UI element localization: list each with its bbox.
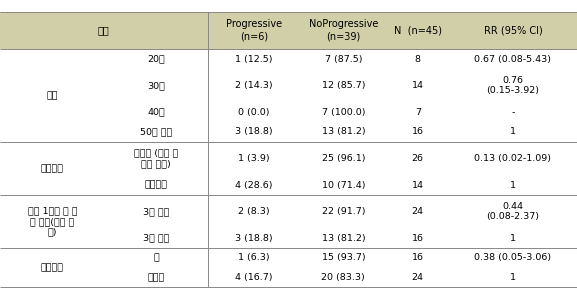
Text: 0.67 (0.08-5.43): 0.67 (0.08-5.43) xyxy=(474,55,552,64)
Text: 14: 14 xyxy=(412,81,424,90)
Text: 13 (81.2): 13 (81.2) xyxy=(321,233,365,243)
Text: 40대: 40대 xyxy=(148,108,165,117)
Text: 26: 26 xyxy=(412,154,424,163)
Text: 0.38 (0.05-3.06): 0.38 (0.05-3.06) xyxy=(474,253,552,262)
Text: 0 (0.0): 0 (0.0) xyxy=(238,108,269,117)
Text: 0.13 (0.02-1.09): 0.13 (0.02-1.09) xyxy=(474,154,552,163)
Text: 2 (14.3): 2 (14.3) xyxy=(235,81,273,90)
Text: 22 (91.7): 22 (91.7) xyxy=(321,207,365,216)
Text: 1 (3.9): 1 (3.9) xyxy=(238,154,269,163)
Text: 24: 24 xyxy=(412,273,424,282)
Text: 13 (81.2): 13 (81.2) xyxy=(321,127,365,137)
Text: 1 (6.3): 1 (6.3) xyxy=(238,253,269,262)
Text: Progressive
(n=6): Progressive (n=6) xyxy=(226,19,282,42)
Text: 1: 1 xyxy=(510,127,516,137)
Text: 12 (85.7): 12 (85.7) xyxy=(321,81,365,90)
Text: 아니오: 아니오 xyxy=(148,273,165,282)
Text: -: - xyxy=(511,108,515,117)
Text: 1: 1 xyxy=(510,273,516,282)
Text: 예: 예 xyxy=(153,253,159,262)
Text: 0.44
(0.08-2.37): 0.44 (0.08-2.37) xyxy=(486,202,539,221)
Bar xyxy=(0,12,577,49)
Text: 8: 8 xyxy=(415,55,421,64)
Text: 10 (71.4): 10 (71.4) xyxy=(321,180,365,190)
Text: 7 (100.0): 7 (100.0) xyxy=(321,108,365,117)
Text: 피임여부: 피임여부 xyxy=(41,263,64,272)
Text: 3 (18.8): 3 (18.8) xyxy=(235,233,273,243)
Text: 2 (8.3): 2 (8.3) xyxy=(238,207,269,216)
Text: 4 (16.7): 4 (16.7) xyxy=(235,273,272,282)
Text: 16: 16 xyxy=(412,233,424,243)
Text: 7: 7 xyxy=(415,108,421,117)
Text: 0.76
(0.15-3.92): 0.76 (0.15-3.92) xyxy=(486,76,539,95)
Text: 특성: 특성 xyxy=(98,26,110,35)
Text: 14: 14 xyxy=(412,180,424,190)
Text: RR (95% CI): RR (95% CI) xyxy=(484,26,542,35)
Text: 24: 24 xyxy=(412,207,424,216)
Text: 1: 1 xyxy=(510,180,516,190)
Text: 지난 1년간 질 성
교 횟수(한달 평
균): 지난 1년간 질 성 교 횟수(한달 평 균) xyxy=(28,206,77,236)
Text: 7 (87.5): 7 (87.5) xyxy=(325,55,362,64)
Text: N  (n=45): N (n=45) xyxy=(394,26,442,35)
Text: NoProgressive
(n=39): NoProgressive (n=39) xyxy=(309,19,378,42)
Text: 25 (96.1): 25 (96.1) xyxy=(321,154,365,163)
Text: 음주자 (과거 음
주자 포함): 음주자 (과거 음 주자 포함) xyxy=(134,149,178,168)
Text: 30대: 30대 xyxy=(148,81,165,90)
Text: 3 (18.8): 3 (18.8) xyxy=(235,127,273,137)
Text: 16: 16 xyxy=(412,127,424,137)
Text: 16: 16 xyxy=(412,253,424,262)
Text: 비음주자: 비음주자 xyxy=(145,180,168,190)
Text: 4 (28.6): 4 (28.6) xyxy=(235,180,272,190)
Text: 20 (83.3): 20 (83.3) xyxy=(321,273,365,282)
Text: 50대 이상: 50대 이상 xyxy=(140,127,173,137)
Text: 3회 미만: 3회 미만 xyxy=(143,207,170,216)
Text: 1: 1 xyxy=(510,233,516,243)
Text: 3회 이상: 3회 이상 xyxy=(143,233,170,243)
Text: 연령: 연령 xyxy=(47,91,58,100)
Text: 1 (12.5): 1 (12.5) xyxy=(235,55,272,64)
Text: 15 (93.7): 15 (93.7) xyxy=(321,253,365,262)
Text: 음주습관: 음주습관 xyxy=(41,164,64,173)
Text: 20대: 20대 xyxy=(148,55,165,64)
